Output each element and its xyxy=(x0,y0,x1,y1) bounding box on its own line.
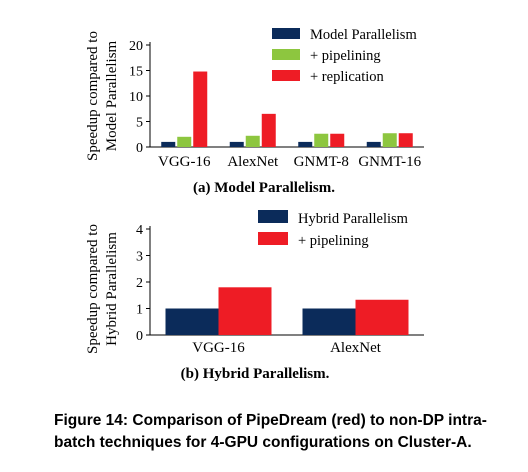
y-axis-label: Hybrid Parallelism xyxy=(104,232,120,346)
y-tick-label: 10 xyxy=(129,90,143,105)
bar-vgg-16-series-0 xyxy=(161,141,176,147)
y-tick-label: 3 xyxy=(136,250,143,265)
y-axis-label: Speedup compared to xyxy=(85,224,101,354)
bar-alexnet-series-0 xyxy=(302,308,356,335)
legend-label: + replication xyxy=(310,69,385,85)
bar-vgg-16-series-2 xyxy=(193,71,208,147)
x-category-label: AlexNet xyxy=(330,340,382,356)
bar-alexnet-series-0 xyxy=(229,141,244,147)
legend-swatch xyxy=(272,70,300,81)
bar-gnmt-8-series-1 xyxy=(314,133,329,147)
bar-alexnet-series-1 xyxy=(355,299,409,335)
legend-swatch xyxy=(272,49,300,60)
y-tick-label: 1 xyxy=(136,303,143,318)
bar-gnmt-16-series-1 xyxy=(382,133,397,147)
subcaption: (b) Hybrid Parallelism. xyxy=(181,366,330,382)
legend-label: Model Parallelism xyxy=(310,27,417,43)
y-tick-label: 15 xyxy=(129,65,143,80)
y-tick-label: 2 xyxy=(136,276,143,291)
y-tick-label: 20 xyxy=(129,39,143,54)
legend-swatch xyxy=(258,232,288,245)
bar-gnmt-16-series-2 xyxy=(398,133,413,147)
bar-alexnet-series-1 xyxy=(245,135,260,147)
bar-vgg-16-series-1 xyxy=(177,136,192,147)
x-category-label: GNMT-16 xyxy=(358,154,421,170)
y-axis-label: Model Parallelism xyxy=(104,40,120,151)
legend-label: + pipelining xyxy=(310,48,381,64)
bar-alexnet-series-2 xyxy=(261,113,276,147)
y-tick-label: 4 xyxy=(136,223,143,238)
x-category-label: VGG-16 xyxy=(158,154,211,170)
subcaption: (a) Model Parallelism. xyxy=(193,180,335,196)
bar-vgg-16-series-1 xyxy=(218,287,272,335)
bar-vgg-16-series-0 xyxy=(165,308,219,335)
y-tick-label: 5 xyxy=(136,116,143,131)
legend-label: + pipelining xyxy=(298,233,369,249)
x-category-label: GNMT-8 xyxy=(294,154,349,170)
bar-gnmt-8-series-2 xyxy=(330,133,345,147)
bar-gnmt-8-series-0 xyxy=(298,141,313,147)
x-category-label: VGG-16 xyxy=(192,340,245,356)
y-axis-label: Speedup compared to xyxy=(85,31,101,161)
bar-gnmt-16-series-0 xyxy=(366,141,381,147)
legend-label: Hybrid Parallelism xyxy=(298,211,409,227)
x-category-label: AlexNet xyxy=(227,154,279,170)
figure-caption: Figure 14: Comparison of PipeDream (red)… xyxy=(54,412,487,451)
legend-swatch xyxy=(258,210,288,223)
legend-swatch xyxy=(272,28,300,39)
y-tick-label: 0 xyxy=(136,141,143,156)
y-tick-label: 0 xyxy=(136,329,143,344)
